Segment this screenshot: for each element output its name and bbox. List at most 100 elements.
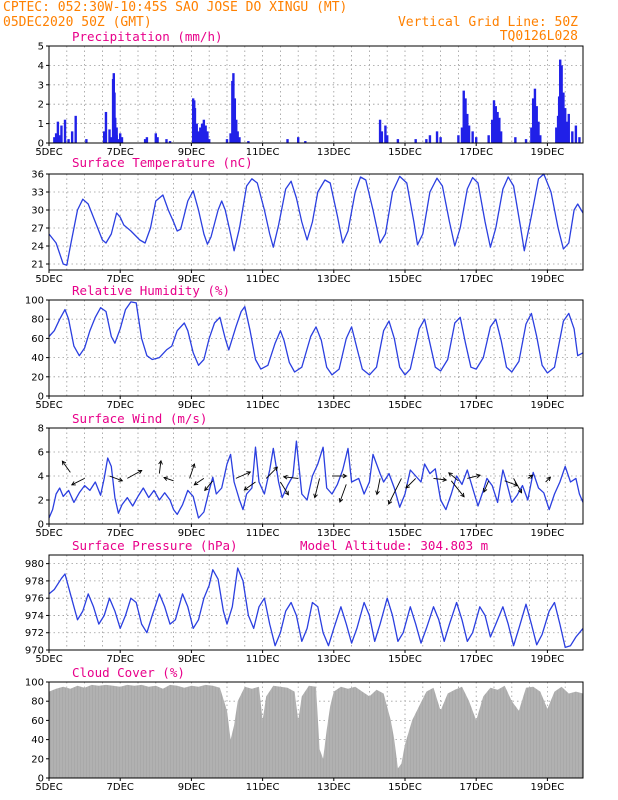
precip-bar [537, 121, 540, 143]
precip-bar [378, 119, 382, 143]
precip-bar [120, 137, 124, 143]
x-tick-label: 19DEC [531, 400, 565, 411]
header-date: 05DEC2020 50Z (GMT) [3, 15, 152, 30]
panel-precip: 0 1 2 3 4 5 5DEC 7DEC 9DEC 11DEC 13DEC 15DEC 17DEC 19… [35, 29, 584, 158]
panel-frame [48, 681, 584, 779]
precip-bar [414, 139, 417, 143]
x-tick-label: 19DEC [531, 782, 565, 793]
y-tick-label: 100 [25, 678, 44, 689]
y-tick-label: 0 [38, 774, 44, 785]
precip-bar [491, 119, 494, 143]
precip-bar [286, 139, 289, 143]
precip-bar [154, 133, 157, 143]
x-tick-label: 17DEC [459, 528, 493, 539]
precip-bar [562, 92, 565, 143]
x-tick-label: 17DEC [459, 782, 493, 793]
wind-vector [448, 472, 459, 482]
x-tick-label: 5DEC [35, 654, 62, 665]
wind-vector [513, 478, 522, 494]
precip-bar [102, 131, 106, 143]
precip-bar [247, 141, 250, 143]
wind-vector [483, 480, 490, 493]
precip-bar [54, 133, 58, 143]
wind-vector-head [70, 481, 76, 486]
x-tick-label: 7DEC [107, 400, 134, 411]
pres-series-line [48, 567, 584, 649]
precip-bar [165, 139, 168, 143]
precip-bar [380, 131, 384, 143]
precip-bar [110, 137, 113, 143]
wind-vector-head [338, 497, 344, 503]
wind-vector-head [546, 476, 552, 482]
x-tick-label: 9DEC [178, 147, 205, 158]
precip-bar [471, 131, 474, 143]
wind-vector-head [448, 472, 453, 477]
wind-vector [467, 474, 481, 479]
x-tick-label: 13DEC [317, 400, 351, 411]
precip-bar [494, 106, 497, 143]
wind-vector [235, 471, 251, 479]
precip-bar [56, 121, 60, 143]
wind-vector-head [375, 490, 380, 496]
precip-bar [467, 125, 471, 143]
y-tick-label: 21 [31, 260, 44, 271]
x-tick-label: 17DEC [459, 654, 493, 665]
precip-bar [60, 125, 63, 143]
precip-bar [464, 98, 467, 143]
wind-vector-head [163, 476, 169, 481]
precip-bar [475, 137, 478, 143]
x-tick-label: 15DEC [388, 274, 422, 285]
x-tick-label: 15DEC [388, 782, 422, 793]
header-location: CPTEC: 052:30W-10:45S SAO JOSE DO XINGU … [3, 0, 347, 15]
wind-vector-head [282, 474, 288, 480]
y-tick-label: 20 [31, 372, 44, 383]
precip-bar [143, 139, 147, 143]
wind-vector-head [405, 484, 411, 489]
precip-bar [238, 137, 241, 143]
precip-bar [114, 117, 117, 143]
x-tick-label: 9DEC [178, 654, 205, 665]
wind-vector-head [388, 499, 393, 505]
x-tick-label: 11DEC [246, 528, 280, 539]
x-tick-label: 13DEC [317, 528, 351, 539]
panel-frame [48, 45, 584, 144]
wind-vector [244, 481, 256, 491]
precip-bar [202, 119, 206, 143]
precip-bar [156, 137, 159, 143]
precip-bar [145, 137, 149, 143]
y-tick-label: 33 [31, 188, 44, 199]
y-tick-label: 2 [38, 496, 44, 507]
y-tick-label: 40 [31, 353, 44, 364]
x-tick-label: 5DEC [35, 528, 62, 539]
wind-vector-head [191, 463, 196, 469]
precip-bar [530, 127, 533, 143]
y-tick-label: 978 [25, 576, 44, 587]
precip-bar [67, 139, 70, 143]
precip-bar [560, 65, 563, 143]
wind-vector [376, 478, 381, 495]
wind-vector [189, 463, 195, 479]
precip-bar [297, 137, 300, 143]
y-tick-label: 20 [31, 754, 44, 765]
x-tick-label: 9DEC [178, 400, 205, 411]
precip-bar [58, 135, 61, 143]
precip-bar [524, 139, 528, 143]
y-tick-label: 3 [38, 80, 44, 91]
precip-bar [574, 125, 578, 143]
precip-bar [117, 139, 120, 143]
y-tick-label: 100 [25, 296, 44, 307]
wind-vector [127, 470, 142, 479]
y-tick-label: 974 [25, 611, 44, 622]
wind-vector [194, 478, 205, 486]
panel-title-pres: Surface Pressure (hPa) [72, 538, 238, 553]
precip-bar [535, 106, 538, 143]
x-tick-label: 7DEC [107, 528, 134, 539]
wind-vector-head [246, 471, 252, 476]
wind-vector-head [483, 487, 488, 493]
x-tick-label: 9DEC [178, 528, 205, 539]
panel-title-rh: Relative Humidity (%) [72, 283, 230, 298]
wind-vector [204, 480, 214, 491]
x-tick-label: 11DEC [246, 400, 280, 411]
precip-bar [197, 131, 200, 143]
